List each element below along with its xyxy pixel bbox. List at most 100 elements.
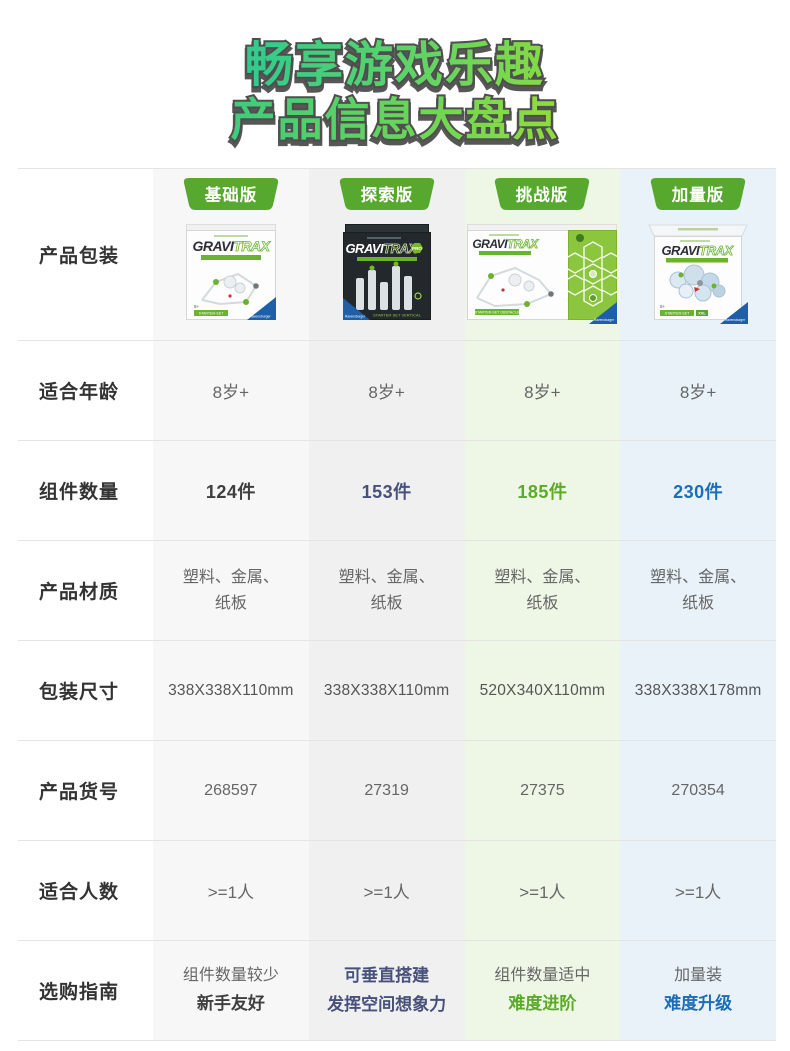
players-cell-basic: >=1人 [153,841,309,940]
edition-badge-challenge-label: 挑战版 [516,185,569,205]
gravitrax-logo: GRAVITRAX [192,238,271,254]
edition-badge-challenge: 挑战版 [495,178,590,210]
size-value: 338X338X178mm [634,681,762,699]
row-label-packaging: 产品包装 [18,169,153,340]
track-node [223,275,237,289]
guide-cell-basic: 组件数量较少 新手友好 [153,941,309,1040]
row-label-count: 组件数量 [18,441,153,540]
logo-trax: TRAX [507,237,539,251]
sku-cell-extra: 270354 [620,741,776,840]
logo-gravi: GRAVI [345,241,384,256]
box-tagline: STARTER-SET [199,312,224,316]
tower-art [355,266,412,310]
green-piece [242,299,249,305]
count-value: 124件 [205,481,256,502]
material-cell-challenge: 塑料、金属、 纸板 [464,541,621,640]
age-mark: 8+ [194,304,200,309]
marble [589,294,598,302]
table-row-guide: 选购指南 组件数量较少 新手友好 可垂直搭建 发挥空间想象力 组件数量适中 难度… [18,940,776,1041]
age-value: 8岁+ [212,383,250,402]
size-value: 338X338X110mm [323,681,450,699]
box-front [185,230,276,320]
track-node [508,273,522,287]
title-line2-shadow: 产品信息大盘点 [230,98,559,149]
edition-badge-explore-label: 探索版 [360,185,413,205]
ravensburger-triangle [720,302,749,324]
size-cell-challenge: 520X340X110mm [464,641,621,740]
box-tagline: STARTER-SET [665,312,690,316]
logo-banner [356,257,417,261]
count-value: 185件 [517,481,568,502]
edition-badge-basic-label: 基础版 [205,185,258,205]
material-line1: 塑料、金属、 [650,568,747,586]
sku-value: 270354 [671,781,725,799]
table-row-size: 包装尺寸 338X338X110mm 338X338X110mm 520X340… [18,640,776,740]
logo-trax: TRAX [233,238,271,254]
size-cell-explore: 338X338X110mm [308,641,465,740]
pro-hexagon [410,243,423,253]
players-value: >=1人 [519,883,566,902]
box-tagline: STARTER-SET VERTICAL [373,313,422,318]
row-label-age: 适合年龄 [18,341,153,440]
guide-line1: 加量装 [674,967,723,985]
count-value: 153件 [361,481,412,502]
table-row-players: 适合人数 >=1人 >=1人 >=1人 >=1人 [18,840,776,940]
ravensburger-triangle [342,298,370,320]
marble [589,270,598,278]
packaging-cell-basic: 基础版 GRAVITRAX [153,169,309,340]
material-line2: 纸板 [214,594,247,612]
material-line2: 纸板 [682,594,715,612]
material-cell-basic: 塑料、金属、 纸板 [153,541,309,640]
guide-line1: 可垂直搭建 [344,965,430,985]
box-tagline: STARTER-SET OBSTACLE [475,311,520,315]
tagline-chip [660,310,695,316]
packaging-cell-challenge: 挑战版 [464,169,621,340]
xxl-chip [696,310,709,316]
tagline-chip [193,310,228,316]
age-mark: 8+ [660,304,666,309]
guide-line2: 发挥空间想象力 [327,994,447,1014]
count-value: 230件 [673,481,724,502]
gravitrax-logo: GRAVITRAX [345,241,418,256]
row-label-sku: 产品货号 [18,741,153,840]
guide-line2: 新手友好 [196,993,265,1013]
green-piece [212,279,219,285]
logo-gravi: GRAVI [473,237,509,251]
logo-trax: TRAX [383,241,418,256]
table-row-sku: 产品货号 268597 27319 27375 270354 [18,740,776,840]
sku-cell-basic: 268597 [153,741,309,840]
gravitrax-logo: GRAVITRAX [473,237,540,251]
green-piece [524,301,531,307]
comparison-table: 产品包装 基础版 GRAVITRAX [18,168,776,1041]
marble [548,291,555,297]
players-value: >=1人 [363,883,410,902]
age-value: 8岁+ [524,383,561,402]
box-topline [213,235,248,237]
box-topline [489,234,520,236]
age-cell-explore: 8岁+ [308,341,465,440]
gravitrax-logo: GRAVITRAX [662,243,735,258]
track-node [523,280,535,292]
edition-badge-extra: 加量版 [650,178,746,210]
brand-name: Ravensburger [594,318,615,322]
sku-value: 27375 [520,781,565,799]
count-cell-basic: 124件 [153,441,309,540]
sku-cell-challenge: 27375 [464,741,621,840]
size-value: 338X338X110mm [168,681,294,699]
material-cell-extra: 塑料、金属、 纸板 [620,541,776,640]
table-row-material: 产品材质 塑料、金属、 纸板 塑料、金属、 纸板 塑料、金属、 纸板 塑料、金属… [18,540,776,640]
box-lid [185,224,276,231]
size-value: 520X340X110mm [479,681,606,699]
brand-name: Ravensburger [725,318,746,322]
row-label-material: 产品材质 [18,541,153,640]
size-cell-extra: 338X338X178mm [620,641,776,740]
guide-line1: 组件数量适中 [494,967,591,985]
edition-badge-explore: 探索版 [339,178,434,210]
box-lid [344,224,429,233]
xxl-label: XXL [698,312,706,316]
edition-badge-basic: 基础版 [183,178,279,210]
title-line2: 产品信息大盘点 [230,94,559,145]
material-cell-explore: 塑料、金属、 纸板 [308,541,465,640]
page-title: 畅享游戏乐趣 畅享游戏乐趣 产品信息大盘点 产品信息大盘点 [0,10,790,160]
box-topline [366,237,401,239]
